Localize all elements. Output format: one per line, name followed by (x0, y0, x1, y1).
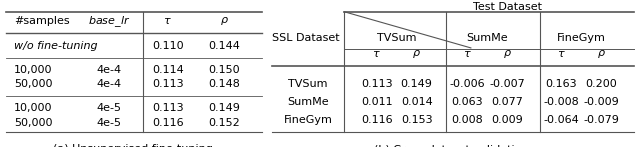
Text: 0.011: 0.011 (361, 97, 393, 107)
Text: 0.113: 0.113 (152, 103, 184, 113)
Text: 0.116: 0.116 (152, 118, 184, 128)
Text: 4e-5: 4e-5 (96, 118, 122, 128)
Text: 0.200: 0.200 (585, 79, 617, 89)
Text: FineGym: FineGym (557, 33, 605, 43)
Text: -0.064: -0.064 (543, 115, 579, 125)
Text: $\rho$: $\rho$ (412, 48, 421, 60)
Text: -0.009: -0.009 (583, 97, 619, 107)
Text: 0.110: 0.110 (152, 41, 184, 51)
Text: 0.144: 0.144 (208, 41, 240, 51)
Text: 0.153: 0.153 (401, 115, 433, 125)
Text: 0.152: 0.152 (208, 118, 240, 128)
Text: 50,000: 50,000 (14, 79, 52, 89)
Text: -0.007: -0.007 (489, 79, 525, 89)
Text: 0.077: 0.077 (491, 97, 523, 107)
Text: $\tau$: $\tau$ (557, 49, 566, 59)
Text: TVSum: TVSum (289, 79, 328, 89)
Text: #samples: #samples (14, 16, 70, 26)
Text: 0.114: 0.114 (152, 65, 184, 75)
Text: -0.079: -0.079 (583, 115, 619, 125)
Text: $\rho$: $\rho$ (502, 48, 511, 60)
Text: SumMe: SumMe (287, 97, 329, 107)
Text: Test Dataset: Test Dataset (472, 2, 541, 12)
Text: 4e-4: 4e-4 (96, 79, 122, 89)
Text: 10,000: 10,000 (14, 103, 52, 113)
Text: 0.148: 0.148 (208, 79, 240, 89)
Text: 4e-5: 4e-5 (96, 103, 122, 113)
Text: 0.150: 0.150 (208, 65, 240, 75)
Text: $\mathit{base\_lr}$: $\mathit{base\_lr}$ (88, 14, 130, 29)
Text: $\tau$: $\tau$ (463, 49, 472, 59)
Text: SumMe: SumMe (467, 33, 508, 43)
Text: 0.113: 0.113 (152, 79, 184, 89)
Text: -0.006: -0.006 (449, 79, 485, 89)
Text: $\tau$: $\tau$ (372, 49, 381, 59)
Text: (b) Cross-dataset validation.: (b) Cross-dataset validation. (374, 144, 532, 147)
Text: 4e-4: 4e-4 (96, 65, 122, 75)
Text: SSL Dataset: SSL Dataset (272, 33, 340, 43)
Text: 0.063: 0.063 (451, 97, 483, 107)
Text: $\rho$: $\rho$ (596, 48, 605, 60)
Text: -0.008: -0.008 (543, 97, 579, 107)
Text: FineGym: FineGym (284, 115, 333, 125)
Text: 0.009: 0.009 (491, 115, 523, 125)
Text: 0.008: 0.008 (451, 115, 483, 125)
Text: 50,000: 50,000 (14, 118, 52, 128)
Text: $\tau$: $\tau$ (163, 16, 172, 26)
Text: (a) Unsupervised fine-tuning.: (a) Unsupervised fine-tuning. (52, 144, 216, 147)
Text: 0.163: 0.163 (545, 79, 577, 89)
Text: 0.149: 0.149 (208, 103, 240, 113)
Text: 0.149: 0.149 (401, 79, 433, 89)
Text: TVSum: TVSum (377, 33, 417, 43)
Text: $\rho$: $\rho$ (220, 15, 228, 27)
Text: 0.116: 0.116 (361, 115, 393, 125)
Text: 0.113: 0.113 (361, 79, 393, 89)
Text: w/o fine-tuning: w/o fine-tuning (14, 41, 98, 51)
Text: 10,000: 10,000 (14, 65, 52, 75)
Text: 0.014: 0.014 (401, 97, 433, 107)
